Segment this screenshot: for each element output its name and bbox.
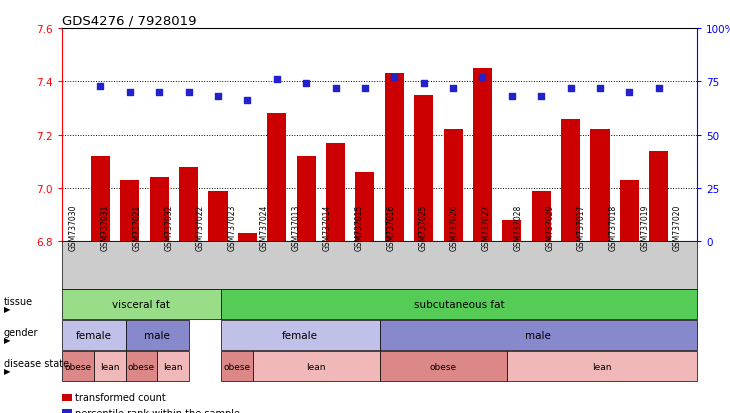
Text: GSM737024: GSM737024	[259, 204, 269, 250]
Text: subcutaneous fat: subcutaneous fat	[414, 299, 504, 309]
Text: GSM737031: GSM737031	[101, 204, 110, 250]
Point	[653, 85, 664, 92]
Text: GSM737022: GSM737022	[196, 204, 205, 250]
Text: GSM737014: GSM737014	[323, 204, 332, 250]
Text: obese: obese	[128, 362, 155, 370]
Text: GDS4276 / 7928019: GDS4276 / 7928019	[62, 15, 196, 28]
Point	[182, 90, 194, 96]
Text: lean: lean	[100, 362, 120, 370]
Text: transformed count: transformed count	[75, 392, 166, 402]
Point	[418, 81, 429, 88]
Text: GSM737015: GSM737015	[355, 204, 364, 250]
Bar	[91, 157, 110, 242]
Text: GSM737021: GSM737021	[132, 204, 142, 250]
Point	[300, 81, 312, 88]
Point	[477, 74, 488, 81]
Text: gender: gender	[4, 327, 38, 337]
Point	[506, 94, 518, 100]
Bar	[444, 130, 463, 242]
Point	[330, 85, 342, 92]
Bar	[414, 95, 433, 242]
Text: female: female	[283, 330, 318, 340]
Text: tissue: tissue	[4, 296, 33, 306]
Text: GSM737029: GSM737029	[545, 204, 554, 250]
Bar	[473, 69, 492, 242]
Bar	[620, 180, 639, 242]
Text: GSM737030: GSM737030	[69, 204, 78, 250]
Text: male: male	[526, 330, 551, 340]
Text: GSM737027: GSM737027	[482, 204, 491, 250]
Point	[594, 85, 606, 92]
Bar	[267, 114, 286, 242]
Point	[271, 77, 283, 83]
Point	[535, 94, 547, 100]
Text: obese: obese	[64, 362, 91, 370]
Bar	[649, 151, 668, 242]
Text: obese: obese	[223, 362, 250, 370]
Text: GSM737025: GSM737025	[418, 204, 427, 250]
Bar	[296, 157, 315, 242]
Bar	[531, 191, 550, 242]
Point	[212, 94, 224, 100]
Bar	[238, 234, 257, 242]
Text: female: female	[76, 330, 112, 340]
Text: percentile rank within the sample: percentile rank within the sample	[75, 408, 240, 413]
Text: male: male	[145, 330, 170, 340]
Point	[447, 85, 459, 92]
Text: ▶: ▶	[4, 335, 10, 344]
Bar	[502, 221, 521, 242]
Text: visceral fat: visceral fat	[112, 299, 170, 309]
Text: GSM737017: GSM737017	[577, 204, 586, 250]
Point	[388, 74, 400, 81]
Bar	[209, 191, 228, 242]
Text: GSM737019: GSM737019	[640, 204, 650, 250]
Point	[623, 90, 635, 96]
Bar	[150, 178, 169, 242]
Point	[359, 85, 371, 92]
Point	[124, 90, 136, 96]
Bar	[326, 143, 345, 242]
Text: lean: lean	[307, 362, 326, 370]
Text: obese: obese	[429, 362, 457, 370]
Text: GSM737028: GSM737028	[513, 204, 523, 250]
Text: GSM737020: GSM737020	[672, 204, 681, 250]
Bar	[179, 167, 198, 242]
Text: GSM737032: GSM737032	[164, 204, 173, 250]
Text: lean: lean	[592, 362, 612, 370]
Point	[242, 98, 253, 104]
Text: GSM737013: GSM737013	[291, 204, 300, 250]
Text: GSM737016: GSM737016	[386, 204, 396, 250]
Point	[95, 83, 107, 90]
Point	[153, 90, 165, 96]
Text: disease state: disease state	[4, 358, 69, 368]
Bar	[385, 74, 404, 242]
Bar	[561, 119, 580, 242]
Text: lean: lean	[164, 362, 183, 370]
Text: GSM737018: GSM737018	[609, 204, 618, 250]
Bar	[120, 180, 139, 242]
Bar	[356, 173, 374, 242]
Text: ▶: ▶	[4, 304, 10, 313]
Text: ▶: ▶	[4, 366, 10, 375]
Bar	[591, 130, 610, 242]
Text: GSM737023: GSM737023	[228, 204, 237, 250]
Text: GSM737026: GSM737026	[450, 204, 459, 250]
Point	[565, 85, 577, 92]
